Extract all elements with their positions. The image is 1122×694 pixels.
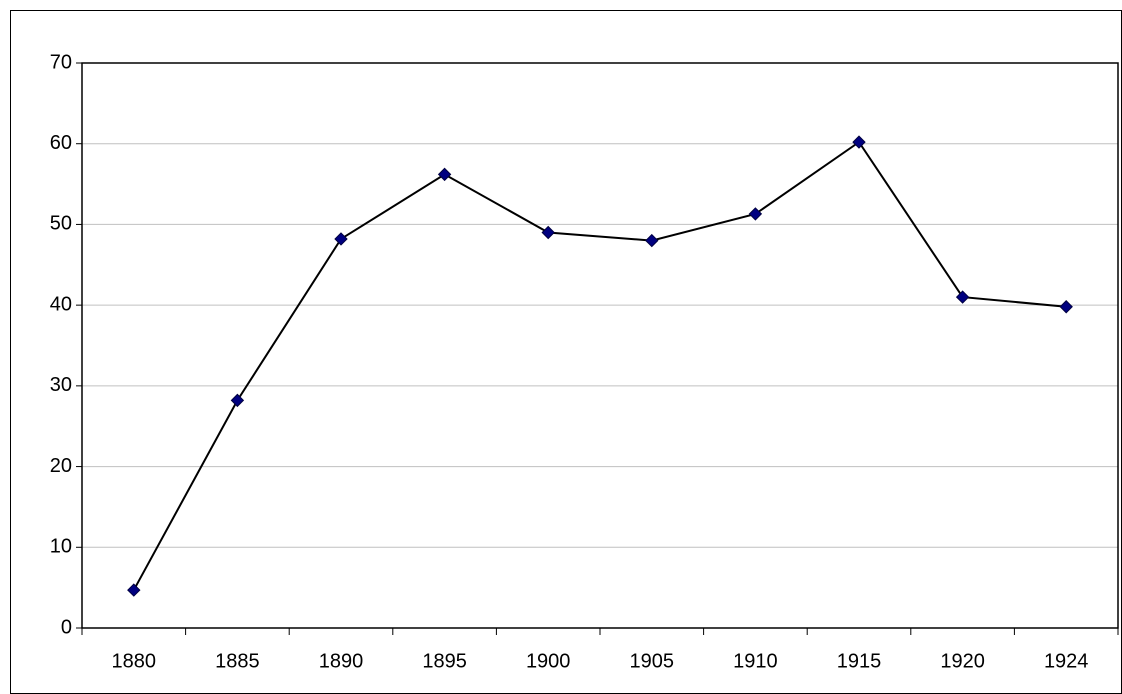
x-tick-label: 1910 (733, 650, 778, 672)
x-tick-label: 1885 (215, 650, 260, 672)
data-point (127, 583, 141, 597)
x-tick-label: 1895 (422, 650, 467, 672)
chart-frame (10, 10, 1122, 694)
x-tick-label: 1890 (319, 650, 364, 672)
data-point (334, 232, 348, 246)
y-tick-label: 30 (50, 374, 72, 396)
data-point (437, 167, 452, 182)
data-point (541, 225, 555, 240)
y-tick-label: 0 (61, 616, 72, 638)
x-tick-label: 1915 (837, 650, 882, 672)
x-tick-label: 1905 (630, 650, 675, 672)
data-point (645, 233, 659, 248)
x-tick-label: 1924 (1044, 650, 1089, 672)
y-tick-label: 20 (50, 455, 72, 477)
data-point (1059, 300, 1073, 314)
data-point (230, 393, 245, 408)
data-line (132, 140, 1067, 591)
y-tick-label: 10 (50, 536, 72, 558)
y-tick-label: 70 (50, 51, 72, 73)
y-tick-label: 60 (50, 132, 72, 154)
y-tick-label: 50 (50, 213, 72, 235)
y-tick-label: 40 (50, 293, 72, 315)
data-point (748, 207, 763, 221)
data-point (955, 290, 970, 304)
x-tick-label: 1880 (112, 650, 157, 672)
x-tick-label: 1920 (940, 650, 985, 672)
data-point (852, 135, 866, 149)
x-tick-label: 1900 (526, 650, 571, 672)
